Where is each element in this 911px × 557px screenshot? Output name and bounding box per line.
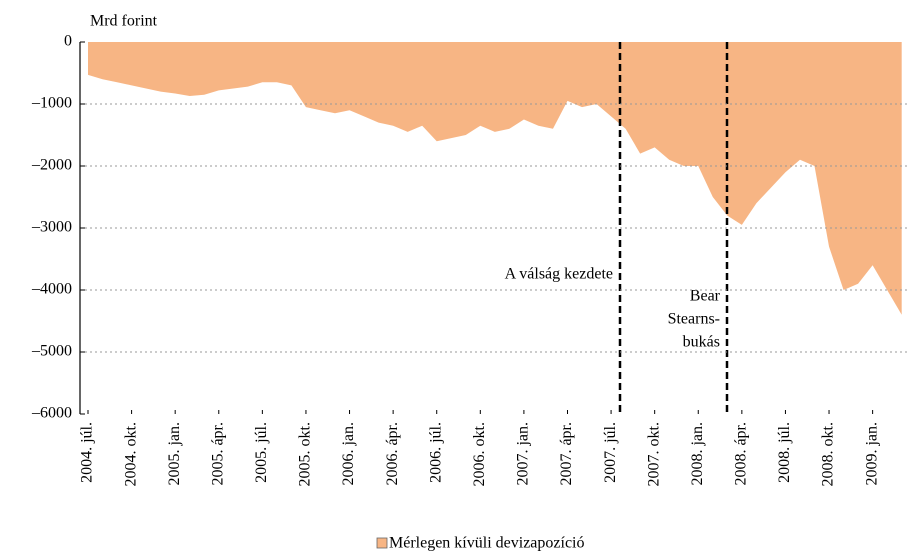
y-tick-label: –2000 [31, 157, 72, 174]
x-tick-label: 2007. júl. [602, 422, 619, 483]
y-tick-label: 0 [64, 33, 72, 50]
x-tick-label: 2008. júl. [776, 422, 793, 483]
x-tick-label: 2007. okt. [645, 422, 662, 486]
x-tick-label: 2009. jan. [863, 422, 880, 486]
x-tick-label: 2006. jan. [340, 422, 357, 486]
y-tick-label: –3000 [31, 219, 72, 236]
x-tick-label: 2005. okt. [297, 422, 314, 486]
x-tick-label: 2006. ápr. [384, 422, 401, 486]
y-tick-label: –6000 [31, 405, 72, 422]
x-tick-label: 2006. júl. [427, 422, 444, 483]
y-tick-label: –5000 [31, 343, 72, 360]
x-tick-label: 2008. jan. [689, 422, 706, 486]
y-axis-label: Mrd forint [90, 13, 158, 30]
legend-swatch [376, 537, 388, 549]
plot-area [88, 42, 902, 315]
x-tick-label: 2005. jan. [166, 422, 183, 486]
legend-label: Mérlegen kívüli devizapozíció [389, 535, 584, 552]
annotation: Bear [690, 288, 721, 305]
x-tick-label: 2004. júl. [79, 422, 96, 483]
y-tick-label: –1000 [31, 95, 72, 112]
x-tick-label: 2006. okt. [471, 422, 488, 486]
x-tick-label: 2005. júl. [253, 422, 270, 483]
x-tick-label: 2008. okt. [820, 422, 837, 486]
annotation: bukás [683, 334, 720, 351]
area [88, 42, 902, 315]
annotation: A válság kezdete [505, 266, 613, 283]
y-tick-label: –4000 [31, 281, 72, 298]
annotation: Stearns- [668, 311, 720, 328]
x-tick-label: 2004. okt. [122, 422, 139, 486]
x-tick-label: 2005. ápr. [209, 422, 226, 486]
x-tick-label: 2008. ápr. [733, 422, 750, 486]
x-tick-label: 2007. ápr. [558, 422, 575, 486]
x-tick-label: 2007. jan. [515, 422, 532, 486]
